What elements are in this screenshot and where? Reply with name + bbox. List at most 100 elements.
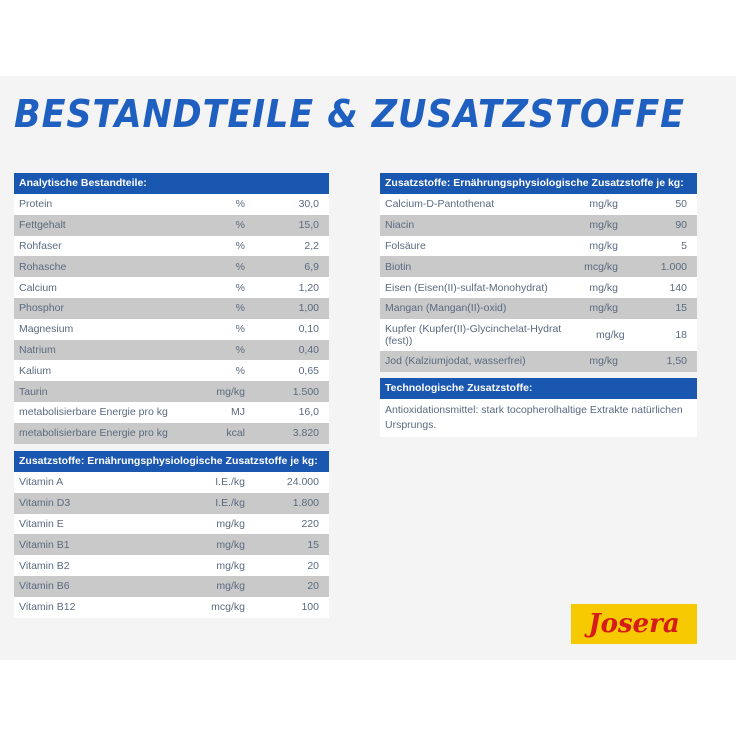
row-value: 20 [307,580,319,593]
row-unit: mcg/kg [584,260,618,273]
row-label: Phosphor [19,302,64,315]
row-unit: mg/kg [589,355,618,368]
row-value: 5 [681,239,687,252]
row-label: Natrium [19,343,56,356]
row-value: 18 [675,328,687,341]
table-row: Biotin mcg/kg 1.000 [380,256,697,278]
row-unit: % [235,260,245,273]
row-value: 50 [675,198,687,211]
row-label: Niacin [385,219,415,232]
row-unit: I.E./kg [215,497,245,510]
row-label: Fettgehalt [19,219,66,232]
row-value: 3.820 [292,427,319,440]
row-unit: % [235,198,245,211]
row-unit: MJ [231,406,245,419]
row-label: Mangan (Mangan(II)-oxid) [385,302,507,315]
row-unit: mg/kg [589,239,618,252]
row-label: Vitamin D3 [19,497,71,510]
row-unit: mg/kg [216,517,245,530]
row-label: Calcium-D-Pantothenat [385,198,495,211]
row-value: 1,20 [298,281,319,294]
table-row: Kalium% 0,65 [14,360,329,382]
row-value: 15,0 [298,219,319,232]
technological-additives-header: Technologische Zusatzstoffe: [380,378,697,399]
table-row: Vitamin B12 mcg/kg 100 [14,596,329,618]
row-label: Vitamin B12 [19,601,76,614]
row-label: Vitamin A [19,476,64,489]
logo-text: Josera [588,609,680,639]
row-value: 1,50 [666,355,687,368]
row-label: Vitamin B1 [19,538,70,551]
technological-additives: Technologische Zusatzstoffe: Antioxidati… [380,378,697,437]
table-row: Protein% 30,0 [14,194,329,215]
row-value: 2,2 [304,239,319,252]
table-row: Vitamin A I.E./kg 24.000 [14,472,329,493]
row-value: 100 [301,601,319,614]
row-label: Rohfaser [19,239,62,252]
row-label: metabolisierbare Energie pro kg [19,406,168,419]
table-row: metabolisierbare Energie pro kg MJ 16,0 [14,401,329,423]
row-unit: % [235,281,245,294]
table-row: Folsäure mg/kg 5 [380,235,697,257]
row-value: 90 [675,219,687,232]
row-unit: % [235,219,245,232]
table-row: Mangan (Mangan(II)-oxid) mg/kg 15 [380,297,697,319]
additives-header: Zusatzstoffe: Ernährungsphysiologische Z… [380,173,697,194]
row-value: 6,9 [304,260,319,273]
row-value: 1.800 [292,497,319,510]
row-label: Vitamin E [19,517,64,530]
row-label: Taurin [19,385,48,398]
row-label: Kupfer (Kupfer(II)-Glycinchelat-Hydrat (… [385,322,562,347]
table-row: metabolisierbare Energie pro kg kcal 3.820 [14,422,329,444]
row-value: 0,10 [298,323,319,336]
table-row: Natrium% 0,40 [14,339,329,361]
row-value: 1.000 [660,260,687,273]
row-label: Kalium [19,364,52,377]
row-value: 1.500 [292,385,319,398]
row-unit: % [235,239,245,252]
row-unit: % [235,364,245,377]
row-unit: mg/kg [589,302,618,315]
josera-logo: Josera [571,604,697,644]
table-row: Calcium% 1,20 [14,277,329,298]
row-value: 24.000 [286,476,319,489]
table-row: Magnesium% 0,10 [14,318,329,340]
row-value: 16,0 [298,406,319,419]
vitamins-table: Zusatzstoffe: Ernährungsphysiologische Z… [14,451,329,618]
row-unit: mg/kg [595,328,625,341]
table-row: Fettgehalt% 15,0 [14,214,329,236]
row-unit: mg/kg [589,281,618,294]
row-label: Rohasche [19,260,67,273]
row-unit: mg/kg [216,580,245,593]
table-row: Vitamin E mg/kg 220 [14,513,329,535]
table-row: Niacin mg/kg 90 [380,214,697,236]
row-value: 15 [675,302,687,315]
row-unit: % [235,343,245,356]
technological-additives-text: Antioxidationsmittel: stark tocopherolha… [380,399,697,437]
vitamins-header: Zusatzstoffe: Ernährungsphysiologische Z… [14,451,329,472]
table-row: Rohfaser% 2,2 [14,235,329,257]
row-unit: mg/kg [216,385,245,398]
row-value: 1,00 [298,302,319,315]
row-value: 0,65 [298,364,319,377]
row-value: 140 [669,281,687,294]
row-unit: I.E./kg [215,476,245,489]
row-label: Folsäure [385,239,426,252]
table-row: Rohasche% 6,9 [14,256,329,278]
additives-table: Zusatzstoffe: Ernährungsphysiologische Z… [380,173,697,372]
page-title: BESTANDTEILE & ZUSATZSTOFFE [14,92,685,136]
table-row: Eisen (Eisen(II)-sulfat-Monohydrat) mg/kg… [380,277,697,298]
row-value: 15 [307,538,319,551]
row-unit: mg/kg [216,559,245,572]
table-row: Jod (Kalziumjodat, wasserfrei) mg/kg 1,50 [380,350,697,372]
row-unit: % [235,302,245,315]
row-unit: mcg/kg [211,601,245,614]
analytical-components-table: Analytische Bestandteile: Protein% 30,0 Fe… [14,173,329,444]
row-label: Jod (Kalziumjodat, wasserfrei) [385,355,526,368]
row-value: 20 [307,559,319,572]
table-row: Vitamin D3 I.E./kg 1.800 [14,492,329,514]
row-label: metabolisierbare Energie pro kg [19,427,168,440]
table-row: Phosphor% 1,00 [14,297,329,319]
row-unit: mg/kg [589,219,618,232]
table-row: Vitamin B2 mg/kg 20 [14,555,329,576]
